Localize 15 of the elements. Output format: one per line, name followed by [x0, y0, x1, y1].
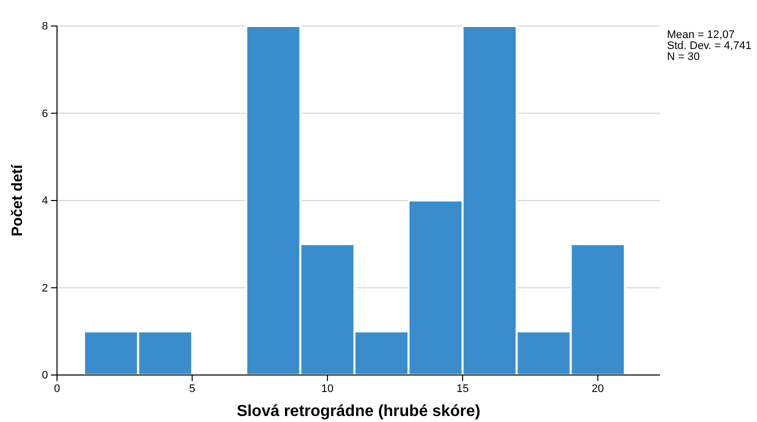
y-tick-label: 2	[42, 282, 48, 294]
y-tick-label: 8	[42, 20, 48, 33]
y-tick-label: 4	[42, 195, 48, 208]
y-tick-label: 0	[42, 370, 48, 382]
y-axis-title: Počet detí	[9, 164, 26, 236]
text: Std. Dev. = 4,741	[667, 40, 752, 52]
text: Mean = 12,07	[667, 29, 735, 41]
x-axis-title: Slová retrográdne (hrubé skóre)	[236, 403, 480, 420]
x-tick-label: 5	[189, 382, 196, 395]
y-tick-label: 6	[42, 108, 48, 120]
x-tick-label: 15	[456, 382, 469, 395]
text: N = 30	[667, 51, 700, 63]
x-tick-label: 0	[54, 382, 60, 395]
x-tick-label: 20	[592, 382, 604, 395]
x-tick-label: 10	[321, 382, 334, 395]
